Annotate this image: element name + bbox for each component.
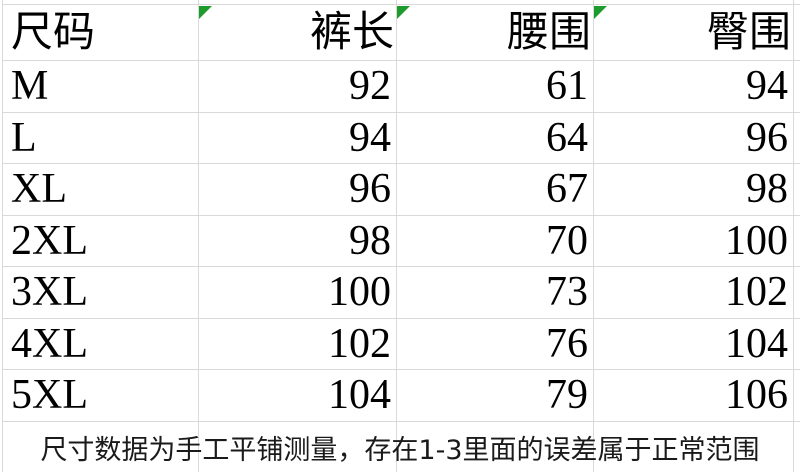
cell-hip-4xl: 104 [594,318,794,370]
table-cell-empty [794,5,800,61]
comment-marker-icon [199,6,212,19]
cell-waist-3xl: 73 [397,267,594,319]
cell-hip-xl: 98 [594,164,794,216]
table-cell-empty [3,421,199,472]
measurement-note: 尺寸数据为手工平铺测量，存在1-3里面的误差属于正常范围 [40,434,760,466]
comment-marker-icon [397,6,410,19]
table-cell-sliver [397,0,594,5]
column-header-size: 尺码 [3,5,199,61]
cell-waist-xl: 67 [397,164,594,216]
cell-hip-5xl: 106 [594,370,794,422]
cell-pants-length-m: 92 [199,61,397,113]
cell-pants-length-3xl: 100 [199,267,397,319]
cell-size-5xl: 5XL [3,370,199,422]
column-header-label: 裤长 [309,9,394,56]
cell-size-l: L [3,112,199,164]
table-cell-empty [794,61,800,113]
table-cell-empty [794,319,800,370]
column-header-label: 尺码 [11,9,96,56]
column-header-label: 臀围 [706,9,791,56]
cell-waist-4xl: 76 [397,318,594,370]
table-cell-empty [199,421,397,472]
cell-size-m: M [3,61,199,113]
cell-waist-m: 61 [397,61,594,113]
table-cell-empty [794,113,800,164]
column-header-pants-length: 裤长 [199,5,397,61]
cell-size-3xl: 3XL [3,267,199,319]
column-header-label: 腰围 [506,9,591,56]
cell-hip-2xl: 100 [594,215,794,267]
cell-size-4xl: 4XL [3,318,199,370]
comment-marker-icon [594,6,607,19]
cell-hip-l: 96 [594,112,794,164]
cell-pants-length-5xl: 104 [199,370,397,422]
table-cell-empty [794,216,800,267]
table-cell-empty [794,370,800,422]
cell-hip-m: 94 [594,61,794,113]
table-cell-sliver [3,0,199,5]
table-cell-empty [594,421,794,472]
column-header-waist: 腰围 [397,5,594,61]
cell-pants-length-xl: 96 [199,164,397,216]
cell-pants-length-2xl: 98 [199,215,397,267]
cell-hip-3xl: 102 [594,267,794,319]
table-cell-empty [397,421,594,472]
table-cell-empty [794,267,800,319]
cell-waist-5xl: 79 [397,370,594,422]
column-header-hip: 臀围 [594,5,794,61]
cell-size-xl: XL [3,164,199,216]
cell-waist-2xl: 70 [397,215,594,267]
cell-pants-length-4xl: 102 [199,318,397,370]
table-cell-empty [794,164,800,216]
table-cell-sliver [794,0,800,5]
cell-pants-length-l: 94 [199,112,397,164]
cell-waist-l: 64 [397,112,594,164]
table-cell-sliver [199,0,397,5]
cell-size-2xl: 2XL [3,215,199,267]
table-cell-sliver [594,0,794,5]
